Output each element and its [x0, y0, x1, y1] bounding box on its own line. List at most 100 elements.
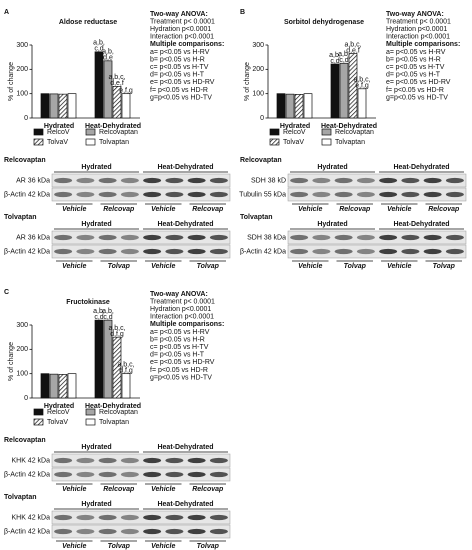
stats-line: Hydration p<0.0001	[150, 306, 211, 313]
bar	[112, 336, 122, 399]
bar	[58, 93, 68, 119]
significance-label: d,f,g	[119, 368, 133, 375]
y-tick-label: 300	[252, 42, 264, 49]
blot-band	[209, 528, 228, 535]
y-axis-label: % of change	[8, 62, 15, 101]
blot-strip	[51, 230, 231, 245]
blot-band	[120, 514, 139, 521]
blot-band	[312, 177, 331, 184]
blot-band	[165, 234, 184, 241]
stats-line: b= p<0.05 vs H-R	[150, 336, 205, 343]
legend-swatch	[321, 138, 332, 146]
lane-label: Relcovap	[103, 206, 135, 213]
stats-line: d= p<0.05 vs H-T	[386, 72, 441, 79]
significance-label: a,b,	[338, 51, 350, 58]
significance-label: e,f,g	[355, 83, 369, 90]
lane-label: Vehicle	[151, 206, 175, 213]
legend-swatch	[85, 138, 96, 146]
blot-band	[334, 248, 353, 255]
blot-band	[356, 177, 375, 184]
stats-line: Treatment p< 0.0001	[386, 18, 451, 25]
blot-band	[120, 234, 139, 241]
group-label: Hydrated	[81, 164, 111, 171]
stats-line: f= p<0.05 vs HD-R	[150, 367, 208, 374]
panel-label: B	[240, 9, 245, 16]
bar	[303, 93, 313, 119]
y-tick-label: 100	[16, 371, 28, 378]
legend-label: Tolvaptan	[99, 139, 129, 146]
stats-line: Multiple comparisons:	[150, 321, 224, 328]
legend-swatch	[33, 418, 44, 426]
blot-band	[423, 248, 442, 255]
legend-label: RelcoV	[283, 129, 306, 136]
legend-swatch	[85, 418, 96, 426]
bar	[121, 373, 131, 399]
lane-label: Vehicle	[298, 263, 322, 270]
y-tick-label: 200	[252, 66, 264, 73]
blot-strip	[51, 244, 231, 259]
lane-label: Vehicle	[151, 543, 175, 550]
band-label: KHK 42 kDa	[11, 457, 50, 464]
blot-band	[312, 248, 331, 255]
group-label: Heat-Dehydrated	[157, 221, 213, 228]
blot-band	[143, 457, 162, 464]
blot-band	[143, 248, 162, 255]
group-label: Hydrated	[81, 444, 111, 451]
stats-line: d= p<0.05 vs H-T	[150, 72, 205, 79]
category-label: Heat-Dehydrated	[85, 123, 141, 130]
blot-band	[290, 177, 309, 184]
blot-band	[312, 234, 331, 241]
significance-label: c,d	[103, 314, 112, 321]
blot-band	[76, 514, 95, 521]
y-tick-label: 0	[24, 115, 28, 122]
stats-line: Hydration p<0.0001	[386, 26, 447, 33]
significance-label: d,e	[103, 55, 113, 62]
blot-band	[98, 528, 117, 535]
blot-band	[209, 191, 228, 198]
category-label: Hydrated	[280, 123, 310, 130]
blot-title: Tolvaptan	[4, 214, 37, 221]
bar	[330, 63, 340, 119]
significance-label: a,b,c,	[108, 74, 125, 81]
blot-strip	[51, 510, 231, 525]
blot-band	[98, 457, 117, 464]
blot-band	[76, 471, 95, 478]
blot-band	[187, 191, 206, 198]
y-tick-label: 0	[24, 395, 28, 402]
blot-band	[76, 248, 95, 255]
bar	[49, 93, 59, 119]
band-label: β-Actin 42 kDa	[240, 248, 286, 255]
blot-band	[423, 191, 442, 198]
bar	[67, 373, 77, 399]
blot-band	[98, 471, 117, 478]
band-label: β-Actin 42 kDa	[4, 191, 50, 198]
blot-strip	[287, 244, 467, 259]
blot-band	[165, 471, 184, 478]
lane-label: Vehicle	[387, 206, 411, 213]
legend-swatch	[269, 128, 280, 136]
blot-band	[290, 234, 309, 241]
blot-band	[54, 248, 73, 255]
legend-swatch	[85, 408, 96, 416]
panel-label: C	[4, 289, 9, 296]
bar	[103, 60, 113, 119]
blot-band	[165, 528, 184, 535]
chart-title: Fructokinase	[66, 299, 110, 306]
blot-band	[165, 177, 184, 184]
blot-band	[445, 234, 464, 241]
blot-band	[209, 471, 228, 478]
blot-title: Relcovaptan	[4, 437, 46, 444]
bar	[112, 86, 122, 119]
blot-band	[209, 177, 228, 184]
bar	[67, 93, 77, 119]
y-axis-label: % of change	[244, 62, 251, 101]
stats-line: e= p<0.05 vs HD-RV	[386, 79, 451, 86]
blot-band	[445, 248, 464, 255]
legend-label: Relcovaptan	[99, 129, 138, 136]
stats-line: Treatment p< 0.0001	[150, 18, 215, 25]
blot-band	[143, 514, 162, 521]
legend-label: TolvaV	[47, 419, 68, 426]
blot-band	[209, 234, 228, 241]
stats-line: Interaction p<0.0001	[150, 314, 214, 321]
